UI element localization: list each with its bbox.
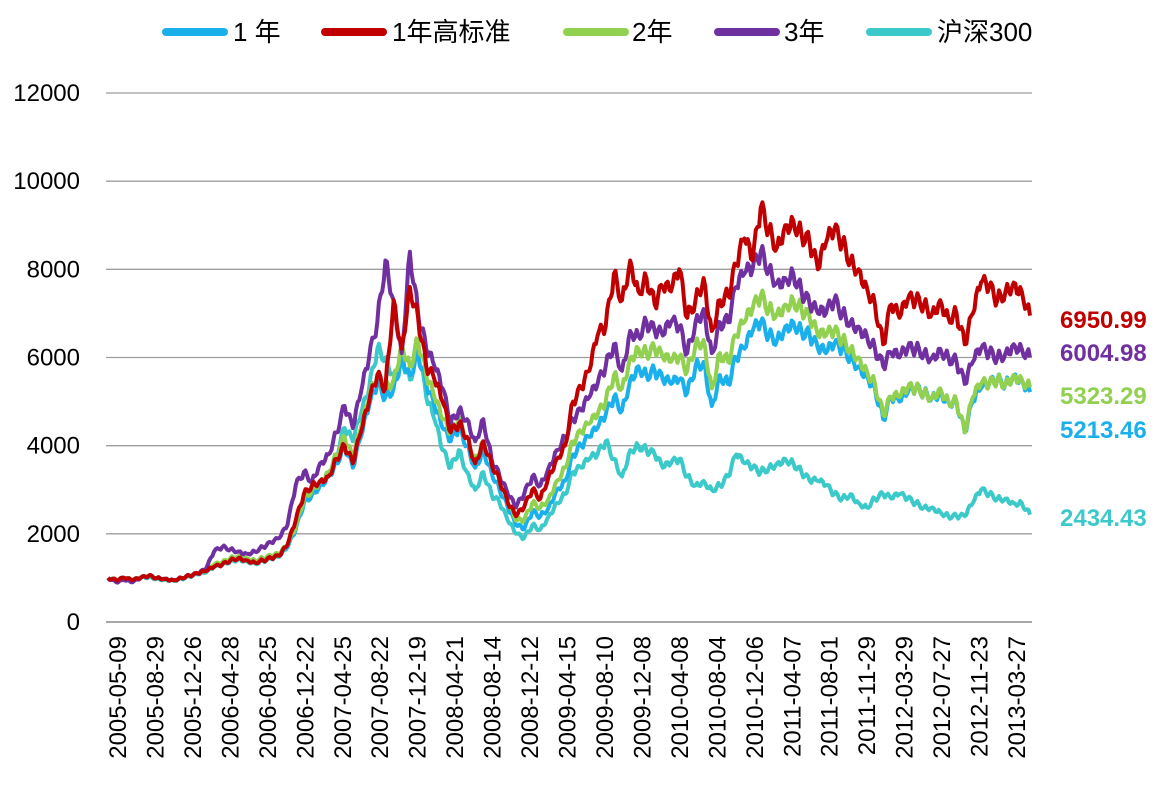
legend-item: 沪深300 [866,17,1032,47]
legend-label: 3年 [784,17,824,47]
legend-label: 1 年 [233,17,281,47]
x-tick-label: 2008-12-12 [517,636,544,759]
x-axis: 2005-05-09 2005-08-29 2005-12-26 2006-04-28… [105,621,1032,759]
x-tick-label: 2010-12-06 [742,636,769,759]
y-tick-label: 12000 [13,80,80,107]
end-value-label: 2434.43 [1060,505,1147,532]
x-tick-label: 2006-08-25 [255,636,282,759]
x-tick-label: 2008-04-21 [442,636,469,759]
legend-label: 沪深300 [937,17,1032,47]
x-tick-label: 2012-03-29 [892,636,919,759]
series-lines [106,200,1032,585]
legend-item: 1年高标准 [321,17,510,47]
x-tick-label: 2006-12-22 [292,636,319,759]
end-value-label: 5213.46 [1060,417,1147,444]
x-tick-label: 2006-04-28 [217,636,244,759]
x-tick-label: 2009-08-10 [592,636,619,759]
y-tick-label: 6000 [27,345,80,372]
x-tick-label: 2012-07-27 [929,636,956,759]
x-tick-label: 2005-05-09 [105,636,132,759]
end-value-label: 6004.98 [1060,340,1147,367]
x-tick-label: 2012-11-23 [967,636,994,757]
x-tick-label: 2010-04-08 [667,636,694,759]
x-tick-label: 2011-11-29 [854,636,881,755]
x-tick-label: 2007-12-19 [405,636,432,759]
end-value-label: 6950.99 [1060,307,1147,334]
legend-item: 1 年 [162,17,281,47]
x-tick-label: 2013-03-27 [1004,636,1031,759]
series-line-1y-high-standard [106,200,1032,583]
x-tick-label: 2007-08-22 [367,636,394,759]
y-axis: 0 2000 4000 6000 8000 10000 12000 [13,80,80,636]
series-line-2 [106,288,1032,583]
legend-label: 2年 [632,17,672,47]
x-tick-label: 2011-04-07 [779,636,806,757]
y-tick-label: 4000 [27,433,80,460]
legend-item: 2年 [563,17,672,47]
y-tick-label: 0 [67,609,80,636]
y-tick-label: 2000 [27,521,80,548]
end-value-label: 5323.29 [1060,383,1147,410]
x-tick-label: 2005-12-26 [180,636,207,759]
legend: 1 年 1年高标准 2年 3年 沪深300 [162,17,1032,47]
legend-label: 1年高标准 [392,17,510,47]
y-tick-label: 10000 [13,168,80,195]
x-tick-label: 2011-08-01 [817,636,844,757]
x-tick-label: 2010-08-04 [704,636,731,759]
x-tick-label: 2008-08-14 [480,636,507,759]
x-tick-label: 2009-12-08 [629,636,656,759]
end-labels: 5213.46 6950.99 5323.29 6004.98 2434.43 [1060,307,1147,532]
y-tick-label: 8000 [27,256,80,283]
x-tick-label: 2009-04-15 [555,636,582,759]
x-tick-label: 2007-04-25 [330,636,357,759]
x-tick-label: 2005-08-29 [142,636,169,759]
legend-item: 3年 [714,17,824,47]
